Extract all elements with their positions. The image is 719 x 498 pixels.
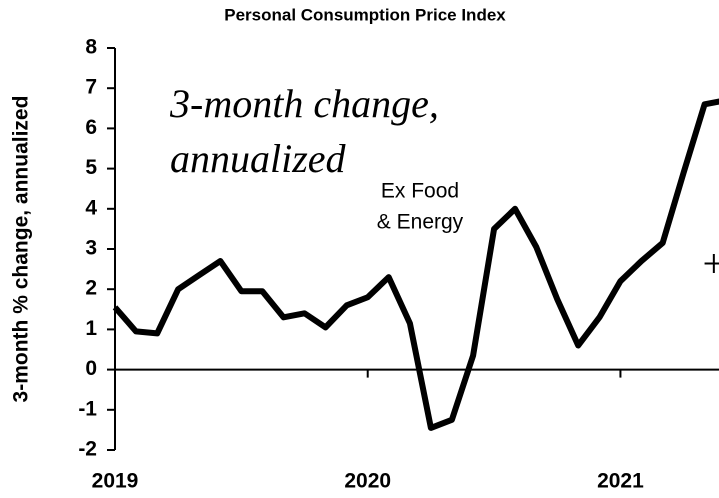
y-tick-label: 1 — [85, 317, 97, 340]
y-tick-label: 8 — [85, 36, 97, 59]
y-tick-label: 7 — [85, 76, 97, 99]
handwritten-note: 3-month change, — [169, 81, 439, 126]
x-tick-label: 2019 — [92, 470, 139, 493]
data-line — [112, 98, 719, 431]
y-axis-label: 3-month % change, annualized — [10, 96, 33, 403]
x-tick-label: 2020 — [344, 470, 391, 493]
y-tick-label: 4 — [85, 196, 97, 219]
chart-title: Personal Consumption Price Index — [224, 5, 506, 24]
handwritten-note: + — [700, 241, 719, 286]
y-tick-label: 6 — [85, 116, 97, 139]
annotation: & Energy — [377, 211, 464, 234]
y-tick-label: -1 — [78, 397, 97, 420]
y-tick-label: 5 — [85, 156, 97, 179]
y-tick-label: 2 — [85, 277, 97, 300]
x-tick-label: 2021 — [597, 470, 644, 493]
y-tick-label: -2 — [78, 438, 97, 461]
y-tick-label: 0 — [85, 357, 97, 380]
annotation: Ex Food — [381, 180, 459, 203]
handwritten-note: annualized — [170, 136, 347, 181]
y-tick-label: 3 — [85, 237, 97, 260]
